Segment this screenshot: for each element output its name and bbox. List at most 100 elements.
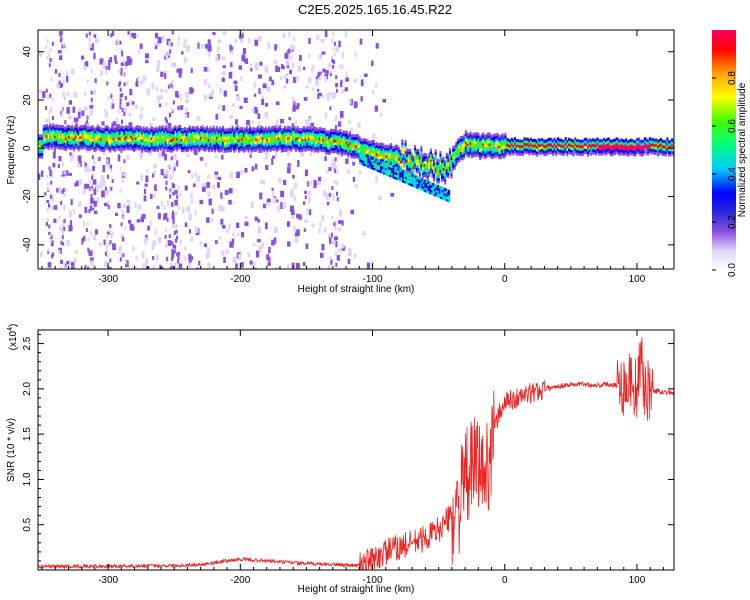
spectrogram-cell: [157, 152, 162, 158]
spectrogram-cell: [640, 150, 643, 154]
spectrogram-cell: [341, 244, 345, 249]
spectrogram-cell: [648, 150, 651, 154]
spectrogram-cell: [298, 141, 301, 145]
spectrogram-cell: [204, 135, 207, 139]
spectrogram-cell: [283, 128, 286, 132]
spectrogram-cell: [291, 143, 294, 147]
spectrogram-cell: [431, 153, 434, 157]
spectrogram-cell: [95, 127, 98, 131]
spectrogram-cell: [106, 133, 109, 137]
spectrogram-cell: [338, 227, 341, 232]
spectrogram-cell: [482, 153, 485, 157]
spectrogram-cell: [448, 166, 451, 170]
spectrogram-cell: [474, 151, 477, 155]
spectrogram-cell: [332, 31, 335, 36]
spectrogram-cell: [215, 131, 218, 135]
spectrogram-cell: [155, 32, 159, 39]
spectrogram-cell: [164, 154, 167, 161]
spectrogram-cell: [353, 253, 357, 259]
spectrogram-cell: [458, 150, 461, 154]
spectrogram-cell: [441, 157, 444, 161]
spectrogram-cell: [518, 152, 521, 156]
spectrogram-cell: [394, 171, 397, 175]
spectrogram-cell: [283, 85, 287, 89]
spectrogram-cell: [347, 146, 350, 150]
spectrogram-cell: [157, 138, 160, 142]
spectrogram-cell: [544, 142, 547, 146]
spectrogram-cell: [288, 48, 291, 54]
spectrogram-cell: [249, 146, 252, 150]
spectrogram-cell: [122, 134, 125, 138]
spectrogram-cell: [407, 148, 410, 152]
spectrogram-cell: [426, 167, 429, 171]
spectrogram-cell: [57, 50, 62, 54]
spectrogram-cell: [356, 139, 359, 143]
spectrogram-cell: [63, 218, 66, 223]
spectrogram-cell: [526, 150, 529, 154]
spectrogram-cell: [376, 161, 379, 165]
spectrogram-cell: [126, 136, 129, 140]
spectrogram-cell: [260, 138, 263, 142]
spectrogram-cell: [158, 128, 161, 132]
spectrogram-cell: [77, 127, 80, 131]
spectrogram-cell: [249, 151, 252, 158]
spectrogram-cell: [488, 143, 491, 147]
spectrogram-cell: [253, 133, 256, 137]
spectrogram-cell: [44, 132, 47, 136]
spectrogram-cell: [61, 231, 64, 236]
spectrogram-cell: [328, 92, 333, 96]
spectrogram-cell: [98, 136, 101, 140]
spectrogram-cell: [299, 54, 302, 61]
spectrogram-cell: [403, 175, 406, 179]
spectrogram-cell: [314, 136, 317, 140]
spectrogram-cell: [467, 141, 470, 145]
spectrogram-cell: [305, 243, 309, 249]
spectrogram-cell: [215, 125, 218, 129]
spectrogram-cell: [463, 150, 466, 154]
spectrogram-cell: [368, 148, 371, 152]
spectrogram-cell: [467, 138, 470, 142]
spectrogram-cell: [553, 140, 556, 144]
spectrogram-cell: [506, 146, 509, 150]
spectrogram-cell: [41, 139, 44, 143]
spectrogram-cell: [318, 74, 322, 81]
spectrogram-cell: [45, 142, 48, 146]
spectrogram-cell: [44, 145, 47, 149]
spectrogram-cell: [221, 150, 225, 155]
spectrogram-cell: [438, 195, 441, 199]
spectrogram-cell: [326, 148, 329, 152]
spectrogram-cell: [64, 170, 67, 175]
spectrogram-cell: [121, 108, 124, 113]
spectrogram-cell: [637, 143, 640, 147]
spectrogram-cell: [474, 148, 477, 152]
spectrogram-cell: [389, 169, 392, 173]
spectrogram-cell: [302, 131, 305, 135]
spectrogram-cell: [161, 146, 164, 150]
spectrogram-cell: [277, 67, 281, 72]
spectrogram-cell: [258, 88, 261, 95]
spectrogram-cell: [169, 128, 172, 132]
spectrogram-cell: [506, 151, 509, 155]
spectrogram-cell: [93, 234, 97, 241]
spectrogram-cell: [360, 159, 363, 163]
spectrogram-cell: [518, 144, 521, 148]
spectrogram-cell: [168, 234, 171, 239]
spectrogram-cell: [179, 132, 182, 136]
spectrogram-cell: [501, 138, 504, 142]
spectrogram-cell: [390, 148, 393, 152]
spectrogram-cell: [41, 144, 44, 148]
spectrogram-cell: [174, 199, 178, 206]
spectrogram-cell: [128, 139, 131, 143]
spectrogram-cell: [207, 191, 211, 197]
spectrogram-cell: [158, 125, 161, 129]
spectrogram-cell: [653, 143, 656, 147]
spectrogram-cell: [211, 208, 214, 214]
spectrogram-cell: [207, 262, 211, 269]
spectrogram-cell: [491, 153, 494, 157]
spectrogram-cell: [358, 144, 361, 148]
spectrogram-cell: [257, 226, 262, 234]
spectrogram-cell: [49, 93, 52, 98]
spectrogram-cell: [504, 146, 507, 150]
spectrogram-cell: [167, 51, 170, 56]
spectrogram-cell: [145, 129, 148, 133]
